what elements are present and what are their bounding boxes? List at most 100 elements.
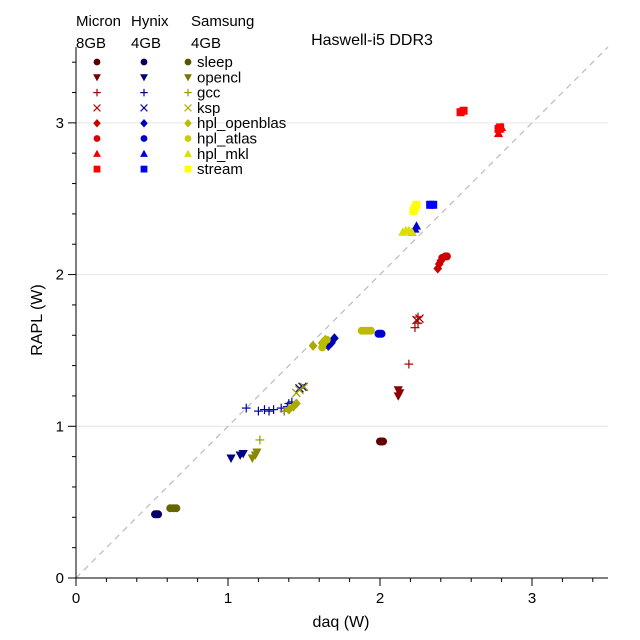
y-tick-label: 0 [56,570,64,587]
data-point [292,398,301,409]
data-point [252,448,262,457]
legend-label-stream: stream [197,161,243,178]
legend-marker-hynix-ksp [140,104,148,112]
legend-marker-samsung-gcc [184,88,192,97]
data-point [260,405,269,414]
series-micron-hpl_atlas [438,252,451,262]
series-samsung-hpl_atlas [318,326,375,352]
x-axis-label: daq (W) [313,614,370,631]
data-point [308,340,318,351]
legend-memory-size: 8GB [76,35,106,52]
data-point [264,406,274,416]
legend-memory-size: 4GB [191,35,221,52]
series-micron-ksp [412,314,424,325]
grid-lines [76,122,608,427]
data-points [151,106,507,519]
legend-memory-name: Micron [76,13,121,30]
legend-memory-size: 4GB [131,35,161,52]
legend-marker-samsung-stream [184,165,192,173]
data-point [172,504,181,513]
y-tick-label: 2 [56,267,64,284]
legend-marker-hynix-sleep [140,58,148,66]
legend-marker-hynix-hpl_openblas [140,118,148,128]
legend-marker-samsung-hpl_atlas [184,135,192,142]
data-point [377,329,386,338]
legend-marker-micron-hpl_atlas [93,135,101,142]
data-point [299,382,309,392]
y-tick-label: 1 [56,418,64,435]
legend-label-opencl: opencl [197,69,241,86]
legend-label-ksp: ksp [197,100,220,117]
legend-label-gcc: gcc [197,85,221,102]
data-point [241,403,251,413]
legend-marker-samsung-opencl [184,74,192,82]
data-point [411,221,422,230]
data-point [429,200,438,209]
legend-marker-samsung-ksp [184,104,192,112]
legend-label-hpl_atlas: hpl_atlas [197,131,257,148]
series-hynix-hpl_atlas [374,329,386,338]
series-micron-stream [456,106,505,133]
x-tick-label: 3 [528,590,536,607]
legend-marker-micron-gcc [93,88,101,97]
legend-marker-hynix-stream [140,165,148,173]
data-point [154,510,163,519]
data-point [269,405,278,414]
data-point [226,454,236,463]
legend-marker-hynix-hpl_atlas [140,135,148,142]
data-point [330,333,339,344]
y-axis-label: RAPL (W) [29,284,46,355]
series-samsung-stream [409,200,421,215]
data-point [379,437,388,446]
data-point [323,340,333,351]
legend-marker-micron-hpl_mkl [93,149,101,157]
data-point [415,314,424,323]
legend-memory-name: Samsung [191,13,254,30]
series-samsung-sleep [166,504,181,513]
legend-marker-samsung-hpl_mkl [184,149,192,157]
data-point [407,227,417,236]
series-hynix-stream [426,200,438,209]
legend-marker-hynix-opencl [140,74,148,82]
data-point [410,323,420,333]
data-point [404,359,414,369]
series-samsung-hpl_mkl [398,225,417,236]
series-samsung-opencl [247,448,262,463]
x-tick-label: 0 [72,590,80,607]
series-micron-opencl [393,386,405,401]
legend-marker-micron-sleep [93,58,101,66]
data-point [255,435,265,445]
series-hynix-sleep [151,510,163,519]
legend-marker-hynix-hpl_mkl [140,149,148,157]
legend: Micron 8GB Hynix 4GB Samsung 4GB sleepopenclgc… [76,13,286,178]
data-point [442,252,451,261]
data-point [393,392,403,401]
reference-line [75,46,609,579]
data-point [459,106,468,115]
series-micron-gcc [404,312,423,369]
series-samsung-ksp [291,382,309,398]
series-hynix-opencl [226,449,248,463]
series-micron-sleep [376,437,388,446]
legend-memory-name: Hynix [131,13,169,30]
data-point [254,406,263,416]
x-tick-label: 2 [376,590,384,607]
legend-label-hpl_openblas: hpl_openblas [197,115,286,132]
legend-marker-hynix-gcc [140,88,148,97]
data-point [412,200,421,209]
x-tick-label: 1 [224,590,232,607]
axes: 0 1 2 3 0 1 2 3 [56,47,608,607]
y-tick-label: 3 [56,115,64,132]
data-point [238,449,248,459]
legend-marker-samsung-hpl_openblas [184,118,192,128]
legend-marker-micron-opencl [93,74,101,82]
chart-title: Haswell-i5 DDR3 [311,32,433,49]
data-point [496,123,505,132]
data-point [322,335,331,344]
legend-marker-micron-hpl_openblas [93,118,101,128]
legend-label-sleep: sleep [197,54,233,71]
data-point [295,385,304,395]
legend-label-hpl_mkl: hpl_mkl [197,146,249,163]
legend-marker-micron-ksp [93,104,101,112]
